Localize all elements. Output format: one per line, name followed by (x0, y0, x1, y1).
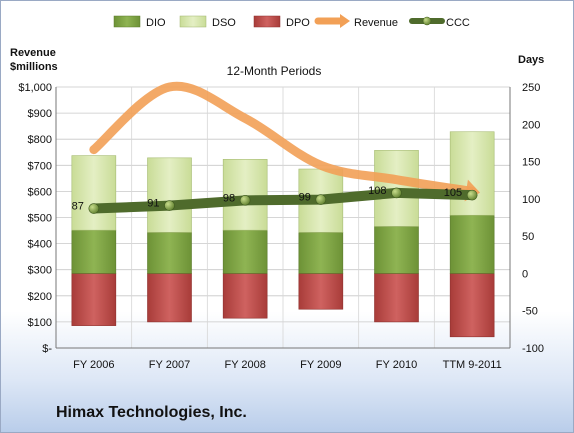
bar-dio (147, 232, 192, 274)
left-tick-label: $500 (28, 213, 52, 225)
lines: 87 91 98 99 108 105 (72, 81, 481, 214)
x-tick-label: TTM 9-2011 (443, 359, 502, 371)
right-tick-label: 200 (522, 119, 540, 131)
legend-marker-ccc (422, 16, 432, 26)
ccc-point (88, 203, 100, 214)
bar-dso (449, 131, 495, 216)
company-name: Himax Technologies, Inc. (56, 404, 247, 421)
left-tick-label: $800 (28, 134, 52, 146)
left-tick-label: $900 (28, 108, 52, 120)
left-axis-title-line1: Revenue (10, 47, 56, 59)
left-tick-label: $100 (28, 317, 52, 329)
right-tick-label: -50 (522, 306, 538, 318)
ccc-data-label: 99 (299, 192, 311, 204)
ccc-data-label: 98 (223, 192, 235, 204)
x-tick-label: FY 2006 (73, 359, 114, 371)
bar-dio (374, 226, 419, 274)
x-tick-label: FY 2007 (149, 359, 190, 371)
x-tick-label: FY 2008 (224, 359, 265, 371)
ccc-point (315, 194, 327, 205)
bar-dio (222, 229, 268, 274)
bar-dpo (147, 273, 192, 323)
bar-dso (147, 157, 192, 233)
right-tick-label: 100 (522, 194, 540, 206)
ccc-data-label: 108 (368, 185, 386, 197)
axes: $- $100 $200 $300 $400 $500 $600 $700 $800 $900 $1… (18, 82, 544, 371)
legend: DIO DSO DPO Revenue CCC (113, 14, 470, 29)
ccc-point (164, 200, 175, 211)
gridlines (55, 86, 511, 349)
ccc-line (88, 187, 478, 214)
left-tick-label: $- (42, 343, 52, 355)
left-tick-label: $1,000 (18, 82, 52, 94)
bar-dio (449, 214, 495, 274)
right-tick-label: 250 (522, 82, 540, 94)
right-tick-label: 50 (522, 231, 534, 243)
legend-label-revenue: Revenue (354, 17, 398, 29)
bar-dio (298, 232, 344, 274)
bar-dso (222, 159, 268, 231)
right-tick-label: 0 (522, 268, 528, 280)
legend-label-dpo: DPO (286, 17, 310, 29)
legend-swatch-dio (113, 15, 141, 28)
left-tick-label: $300 (28, 265, 52, 277)
ccc-point (239, 195, 251, 206)
legend-label-dio: DIO (146, 17, 166, 29)
chart-title: 12-Month Periods (227, 64, 322, 78)
bar-dio (71, 229, 117, 274)
left-tick-label: $700 (28, 160, 52, 172)
right-tick-label: -100 (522, 343, 544, 355)
ccc-data-label: 105 (444, 187, 462, 199)
bar-dpo (449, 273, 495, 338)
bar-dpo (298, 273, 344, 310)
bar-dpo (374, 273, 419, 323)
bar-dpo (222, 273, 268, 319)
legend-swatch-dso (179, 15, 207, 28)
ccc-point (391, 187, 402, 199)
left-axis-title-line2: $millions (10, 61, 58, 73)
x-tick-label: FY 2010 (376, 359, 417, 371)
bar-dpo (71, 273, 117, 326)
legend-label-ccc: CCC (446, 17, 470, 29)
legend-arrow-revenue (340, 14, 350, 28)
legend-swatch-dpo (253, 15, 281, 28)
ccc-point (466, 189, 478, 201)
right-tick-label: 150 (522, 157, 540, 169)
left-tick-label: $600 (28, 186, 52, 198)
left-tick-label: $400 (28, 239, 52, 251)
x-tick-label: FY 2009 (300, 359, 341, 371)
left-tick-label: $200 (28, 291, 52, 303)
legend-label-dso: DSO (212, 17, 236, 29)
revenue-line (89, 81, 477, 196)
ccc-data-label: 91 (147, 198, 159, 210)
right-axis-title: Days (518, 54, 544, 66)
ccc-data-label: 87 (72, 201, 84, 213)
bar-dso (71, 155, 117, 231)
